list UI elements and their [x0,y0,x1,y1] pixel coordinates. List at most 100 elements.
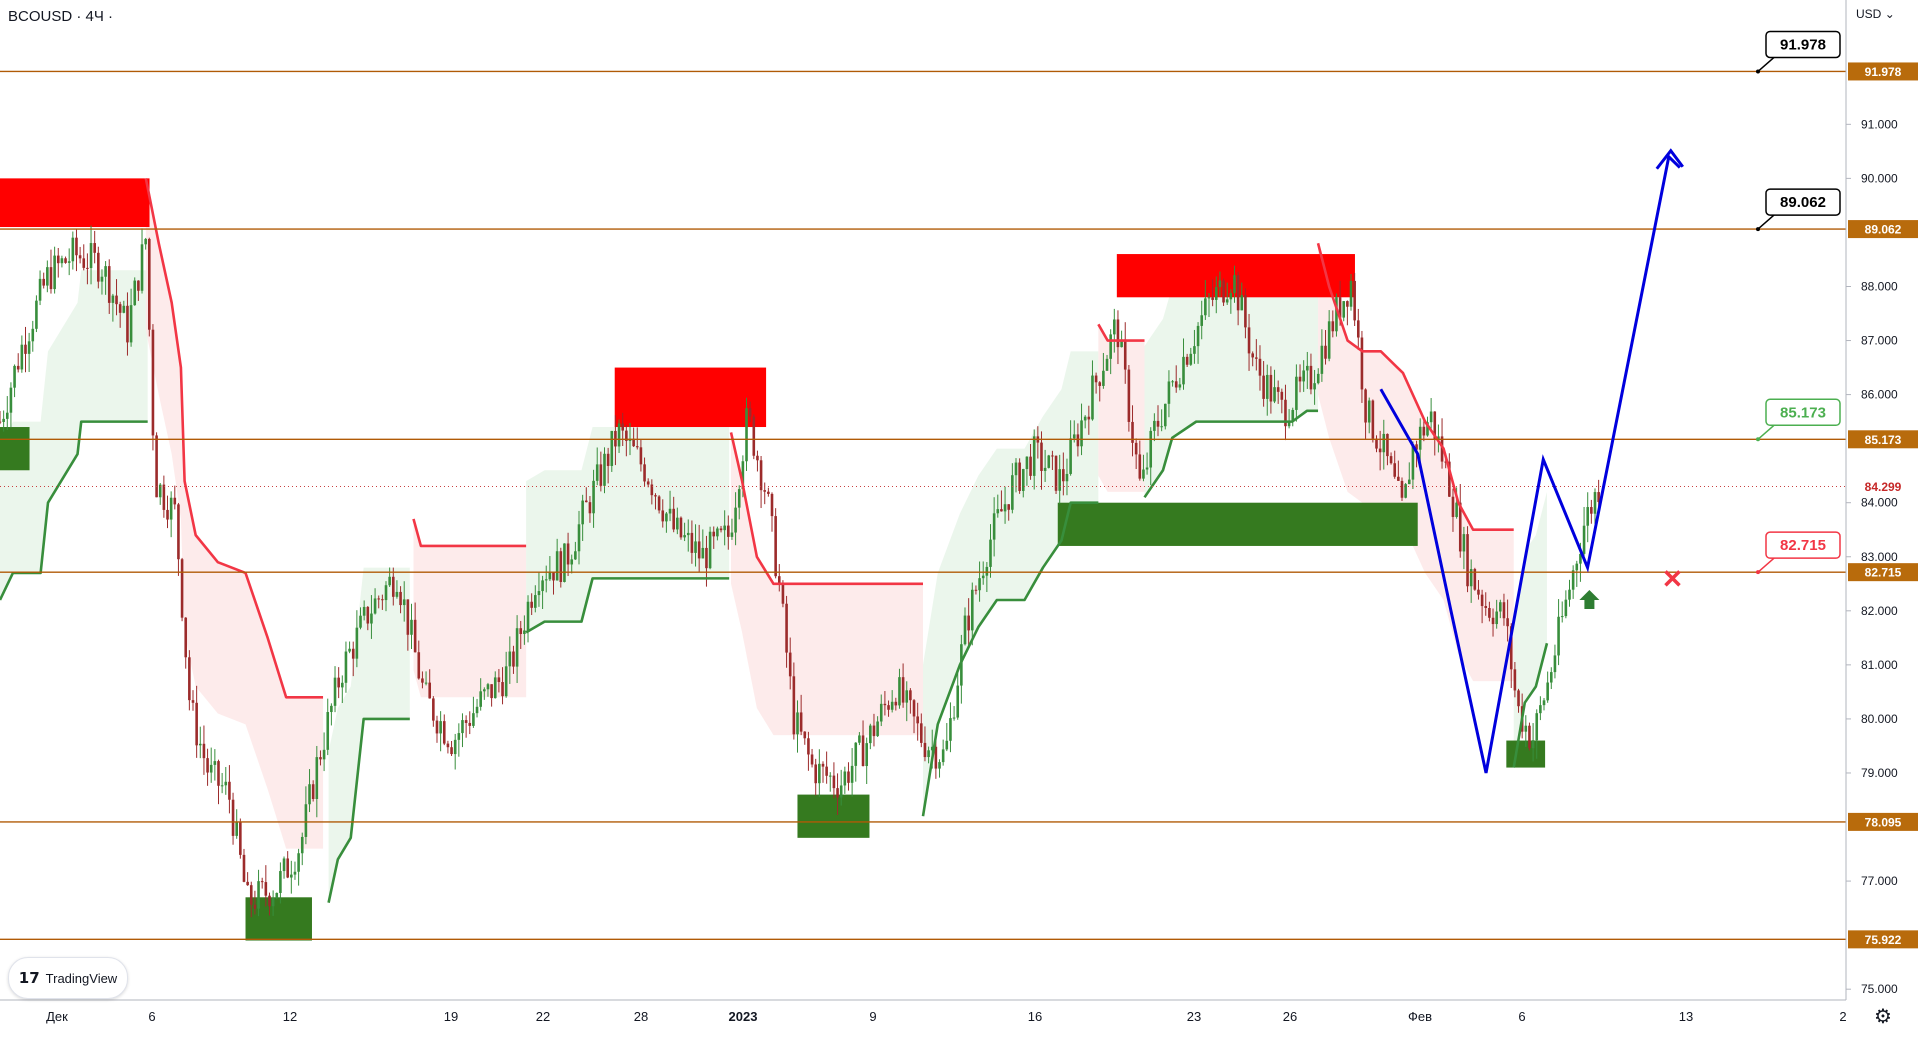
candle-body [297,853,300,872]
y-tick-label: 79.000 [1861,766,1898,780]
tradingview-logo[interactable]: 17 TradingView [8,957,128,999]
candle-body [1306,365,1309,371]
candle-body [220,785,224,787]
candle-body [271,897,275,907]
candle-body [293,871,297,875]
candle-body [279,871,282,893]
candle-body [799,712,803,732]
candle-body [228,781,231,800]
candle-body [1568,589,1571,600]
demand-zone-3 [1057,502,1418,546]
supertrend-line-up [0,420,148,601]
x-tick-label: 28 [634,1009,648,1024]
candle-body [435,720,439,734]
candle-body [1378,448,1382,453]
supertrend-line-down [144,178,324,699]
candle-body [264,882,268,896]
candle-body [737,489,741,508]
level-tag-5 [1848,930,1918,949]
candle-body [173,497,177,505]
candle-body [202,743,206,759]
candle-body [555,551,559,581]
candle-body [1433,411,1437,440]
logo-text: TradingView [45,970,118,986]
candle-body [1418,426,1422,450]
candle-body [1513,669,1517,691]
candle-body [169,497,173,520]
candle-body [1284,399,1287,427]
level-tag-label: 78.095 [1865,815,1902,829]
supply-zone-2 [1116,254,1355,298]
candle-body [1466,534,1469,587]
candle-body [515,628,519,667]
candle-body [668,508,672,514]
candle-body [686,532,690,536]
candle-body [370,613,373,624]
candle-body [1094,375,1098,383]
candle-body [162,484,166,510]
candle-body [308,784,311,805]
currency-selector[interactable]: USD ⌄ [1856,7,1895,21]
candle-body [27,341,31,354]
candle-body [344,651,348,683]
candle-body [1539,705,1542,714]
candle-body [719,528,723,531]
candle-body [501,682,504,697]
candle-body [512,651,515,667]
x-tick-label: Дек [46,1009,68,1024]
candle-body [1160,426,1163,428]
candle-body [1134,442,1138,455]
candle-body [1597,492,1600,503]
candle-body [1255,357,1258,359]
candle-body [1062,469,1065,482]
y-tick-label: 83.000 [1861,550,1898,564]
candle-body [42,278,45,286]
candle-body [657,496,661,511]
candle-body [621,423,625,431]
candle-body [1309,365,1313,390]
candle-body [661,510,665,522]
candle-body [1182,356,1185,385]
candle-body [1400,480,1404,498]
x-tick-label: Фев [1408,1009,1432,1024]
candle-body [275,892,279,898]
candle-body [1586,507,1590,526]
supertrend-fill-1 [145,178,324,849]
candle-body [588,502,592,514]
candle-body [1495,611,1498,625]
candle-body [1011,475,1014,510]
candle-body [330,705,333,713]
candle-body [1564,599,1568,617]
candle-body [1287,421,1291,427]
supertrend-line-up [327,717,410,903]
candle-body [1116,319,1120,348]
candle-body [1557,616,1560,656]
candle-body [1415,444,1418,450]
candle-body [188,657,191,701]
candle-body [191,700,195,703]
candle-body [457,733,461,740]
candle-body [1178,384,1182,388]
candle-body [705,547,708,569]
candle-body [1069,438,1072,474]
symbol-title[interactable]: BCOUSD · 4Ч · [8,8,114,25]
candle-body [723,525,726,531]
candle-body [1189,353,1193,365]
level-tag-0 [1848,62,1918,81]
candle-body [1444,461,1447,463]
candle-body [1058,469,1061,491]
candle-body [1098,382,1102,386]
candle-body [177,504,180,560]
supertrend-line-down [729,432,923,586]
candle-body [461,720,464,734]
candle-body [727,525,730,537]
candle-body [1021,469,1025,491]
callout-pointer [1757,557,1775,573]
candle-body [785,603,788,653]
gear-icon[interactable]: ⚙ [1874,1006,1892,1028]
supertrend-fill-7 [1098,324,1145,492]
candle-body [290,874,293,878]
candle-body [1451,496,1455,517]
candle-body [75,237,78,256]
